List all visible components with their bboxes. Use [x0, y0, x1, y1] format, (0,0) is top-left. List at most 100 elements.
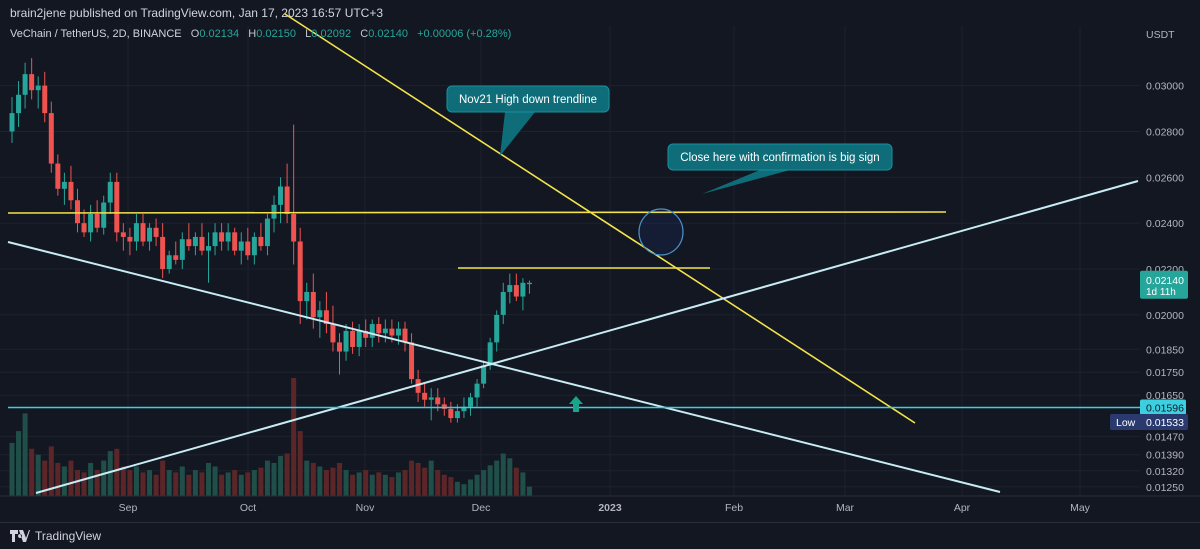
time-tick: Apr — [954, 502, 971, 514]
descending-support-line — [7, 241, 1001, 493]
candle-body — [238, 241, 244, 251]
callout-confirmation-text: Close here with confirmation is big sign — [680, 152, 879, 164]
candle-body — [278, 186, 284, 205]
volume-bar — [264, 460, 270, 496]
volume-bar — [153, 474, 159, 496]
candle-body — [343, 330, 349, 352]
volume-bar — [166, 470, 172, 496]
volume-bar — [363, 470, 369, 496]
volume-bar — [369, 474, 375, 496]
price-tick: 0.01750 — [1146, 367, 1184, 379]
volume-bar — [310, 462, 316, 496]
volume-bar — [219, 474, 225, 496]
volume-bars — [9, 378, 532, 496]
symbol-legend: VeChain / TetherUS, 2D, BINANCE O0.02134… — [10, 28, 511, 40]
volume-bar — [179, 466, 185, 496]
candle-body — [395, 328, 401, 336]
candle-body — [507, 285, 513, 292]
time-tick: Nov — [356, 502, 375, 514]
countdown-value: 1d 11h — [1146, 287, 1176, 298]
volume-bar — [481, 470, 487, 496]
callout-nov21-tail — [500, 112, 535, 156]
candle-body — [264, 218, 270, 247]
volume-bar — [133, 466, 139, 496]
volume-bar — [173, 472, 179, 496]
candle-body — [435, 397, 441, 405]
candle-body — [428, 397, 434, 400]
volume-bar — [22, 413, 28, 496]
candle-body — [22, 74, 28, 95]
volume-bar — [435, 470, 441, 496]
candle-body — [29, 74, 35, 91]
low-price-value: 0.01533 — [1146, 417, 1184, 429]
volume-bar — [304, 460, 310, 496]
price-tick: 0.02000 — [1146, 310, 1184, 322]
candle-body — [468, 397, 473, 407]
close-label: C — [360, 28, 369, 40]
price-tick: 0.01850 — [1146, 344, 1184, 356]
volume-bar — [278, 455, 284, 496]
volume-bar — [441, 474, 447, 496]
candle-body — [192, 236, 198, 247]
high-label: H — [248, 28, 257, 40]
candle-body — [9, 113, 15, 132]
volume-bar — [120, 466, 126, 496]
volume-bar — [232, 470, 238, 496]
volume-bar — [160, 460, 166, 496]
candle-body — [16, 94, 22, 114]
time-axis: Sep Oct Nov Dec 2023 Feb Mar Apr May — [0, 495, 1200, 514]
volume-bar — [42, 460, 48, 496]
volume-bar — [297, 431, 303, 496]
low-value: 0.02092 — [311, 28, 352, 40]
volume-bar — [127, 470, 133, 496]
volume-bar — [415, 462, 421, 496]
candle-body — [147, 227, 153, 242]
candle-body — [297, 241, 303, 302]
price-tick: 0.02600 — [1146, 172, 1184, 184]
support-price-value: 0.01596 — [1146, 403, 1184, 415]
volume-bar — [81, 472, 87, 496]
candle-body — [474, 383, 480, 398]
candle-body — [323, 310, 329, 325]
candle-body — [415, 379, 421, 393]
candle-body — [369, 324, 375, 338]
volume-bar — [402, 470, 408, 496]
volume-bar — [382, 474, 388, 496]
time-tick: Oct — [240, 502, 256, 514]
volume-bar — [389, 477, 395, 496]
volume-bar — [487, 465, 493, 496]
candle-body — [199, 236, 205, 251]
candle-body — [225, 232, 231, 242]
axis-unit-label: USDT — [1146, 29, 1175, 41]
candle-body — [337, 342, 342, 352]
price-tick: 0.02800 — [1146, 126, 1184, 138]
volume-bar — [258, 467, 264, 496]
candle-body — [350, 330, 356, 347]
volume-bar — [61, 466, 67, 496]
candle-body — [284, 186, 290, 214]
volume-bar — [16, 431, 22, 496]
time-tick: May — [1070, 502, 1091, 514]
candle-body — [402, 328, 408, 343]
time-tick: 2023 — [598, 502, 622, 514]
candle-body — [35, 85, 41, 91]
time-tick: Mar — [836, 502, 855, 514]
volume-bar — [140, 472, 146, 496]
symbol-name: VeChain / TetherUS, 2D, BINANCE — [10, 28, 182, 40]
volume-bar — [225, 472, 231, 496]
ascending-trendline — [35, 180, 1139, 494]
volume-bar — [330, 467, 336, 496]
low-price-tag — [1110, 413, 1188, 430]
trend-drawings: Nov21 High down trendline Close here with… — [7, 13, 1140, 494]
candle-body — [160, 236, 166, 270]
tradingview-logo[interactable]: TradingView — [10, 529, 101, 543]
footer-bar: TradingView — [0, 522, 1200, 549]
candle-body — [94, 214, 100, 228]
candle-body — [245, 241, 251, 256]
low-label: Low — [1116, 417, 1136, 429]
candle-body — [317, 310, 323, 318]
volume-bar — [206, 462, 211, 496]
volume-bar — [454, 481, 460, 496]
